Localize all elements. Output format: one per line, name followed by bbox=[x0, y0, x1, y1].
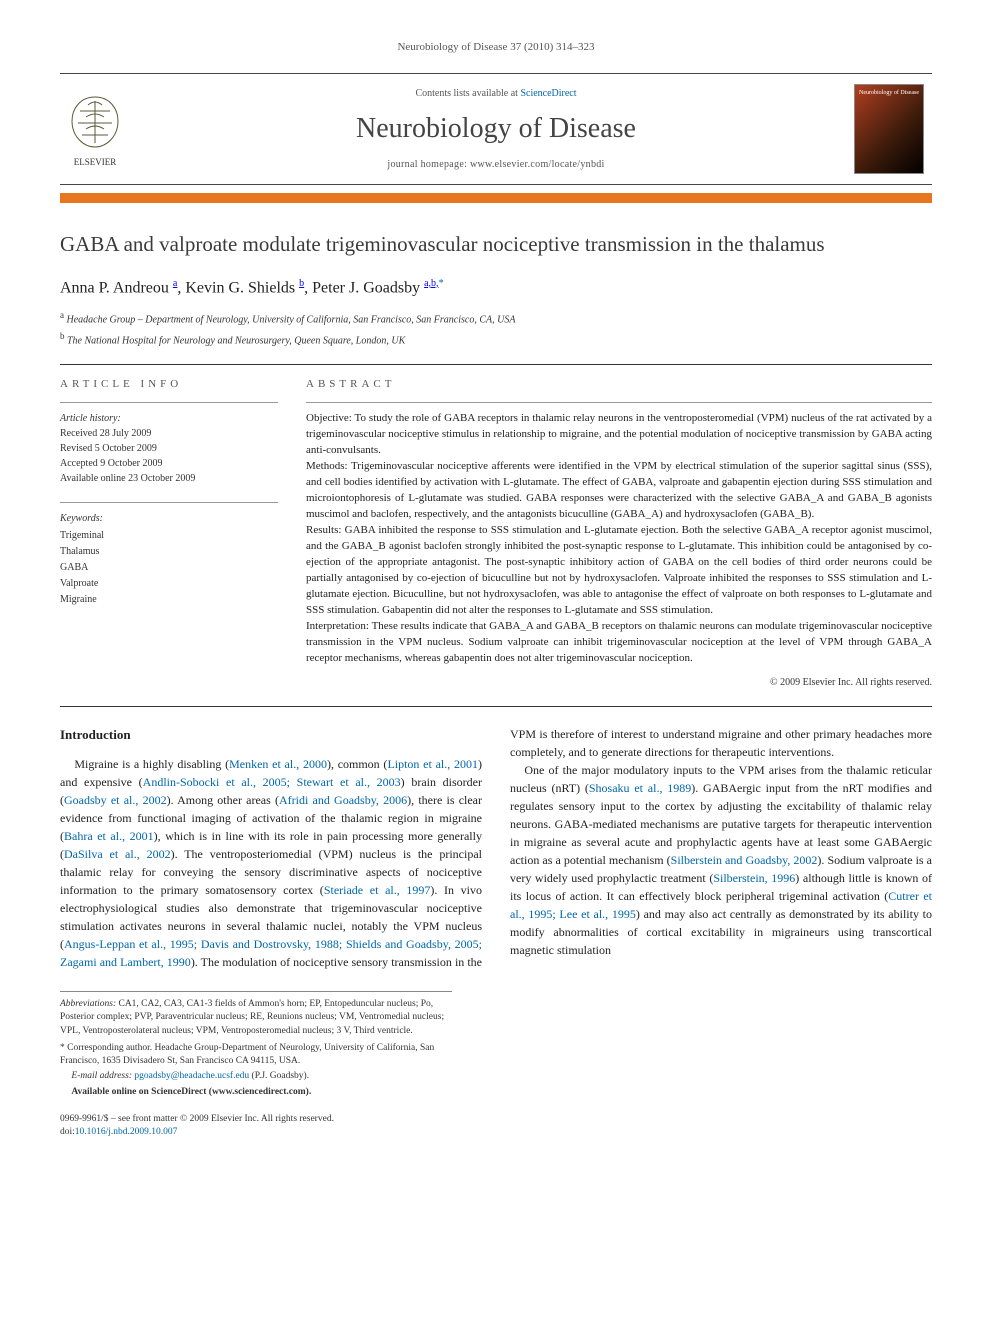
keyword: GABA bbox=[60, 560, 278, 576]
citation-link[interactable]: Shosaku et al., 1989 bbox=[589, 781, 691, 795]
corresponding-author-note: * Corresponding author. Headache Group-D… bbox=[60, 1042, 452, 1069]
email-note: E-mail address: pgoadsby@headache.ucsf.e… bbox=[60, 1070, 452, 1083]
affiliations: a Headache Group – Department of Neurolo… bbox=[60, 309, 932, 348]
info-divider-2 bbox=[60, 502, 278, 503]
footnotes: Abbreviations: CA1, CA2, CA3, CA1-3 fiel… bbox=[60, 991, 452, 1099]
citation-link[interactable]: Lipton et al., 2001 bbox=[387, 757, 478, 771]
keywords-block: Keywords: Trigeminal Thalamus GABA Valpr… bbox=[60, 511, 278, 608]
history-received: Received 28 July 2009 bbox=[60, 426, 278, 441]
affiliation-a: a Headache Group – Department of Neurolo… bbox=[60, 309, 932, 327]
info-divider bbox=[60, 402, 278, 403]
abstract-copyright: © 2009 Elsevier Inc. All rights reserved… bbox=[306, 676, 932, 690]
doi-link[interactable]: 10.1016/j.nbd.2009.10.007 bbox=[75, 1127, 178, 1137]
journal-name: Neurobiology of Disease bbox=[138, 109, 854, 148]
abbreviations-note: Abbreviations: CA1, CA2, CA3, CA1-3 fiel… bbox=[60, 998, 452, 1038]
keyword: Valproate bbox=[60, 576, 278, 592]
cover-thumb-title: Neurobiology of Disease bbox=[859, 89, 919, 97]
publisher-logo: ELSEVIER bbox=[60, 89, 138, 169]
journal-homepage: journal homepage: www.elsevier.com/locat… bbox=[138, 158, 854, 172]
history-online: Available online 23 October 2009 bbox=[60, 471, 278, 486]
citation-link[interactable]: Silberstein and Goadsby, 2002 bbox=[671, 853, 818, 867]
history-accepted: Accepted 9 October 2009 bbox=[60, 456, 278, 471]
email-link[interactable]: pgoadsby@headache.ucsf.edu bbox=[134, 1071, 249, 1081]
doi-line: doi:10.1016/j.nbd.2009.10.007 bbox=[60, 1126, 334, 1139]
citation-link[interactable]: Steriade et al., 1997 bbox=[324, 883, 431, 897]
citation-link[interactable]: Afridi and Goadsby, 2006 bbox=[279, 793, 407, 807]
body-divider bbox=[60, 706, 932, 707]
keyword: Thalamus bbox=[60, 544, 278, 560]
affil-link-ab[interactable]: a,b, bbox=[424, 278, 438, 289]
divider bbox=[60, 364, 932, 365]
history-revised: Revised 5 October 2009 bbox=[60, 441, 278, 456]
keyword: Migraine bbox=[60, 592, 278, 608]
body-text: Introduction Migraine is a highly disabl… bbox=[60, 725, 932, 971]
affil-link-b[interactable]: b bbox=[299, 278, 304, 289]
contents-line: Contents lists available at ScienceDirec… bbox=[138, 87, 854, 101]
citation-link[interactable]: Silberstein, 1996 bbox=[713, 871, 795, 885]
abstract-divider bbox=[306, 402, 932, 403]
citation-link[interactable]: Bahra et al., 2001 bbox=[64, 829, 154, 843]
availability-note: Available online on ScienceDirect (www.s… bbox=[60, 1086, 452, 1099]
citation-link[interactable]: DaSilva et al., 2002 bbox=[64, 847, 171, 861]
keyword: Trigeminal bbox=[60, 528, 278, 544]
affiliation-b: b The National Hospital for Neurology an… bbox=[60, 330, 932, 348]
article-history: Article history: Received 28 July 2009 R… bbox=[60, 411, 278, 486]
article-title: GABA and valproate modulate trigeminovas… bbox=[60, 231, 932, 258]
citation-link[interactable]: Andlin-Sobocki et al., 2005; Stewart et … bbox=[143, 775, 401, 789]
sciencedirect-link[interactable]: ScienceDirect bbox=[520, 88, 576, 99]
keywords-label: Keywords: bbox=[60, 511, 278, 527]
contents-prefix: Contents lists available at bbox=[415, 88, 520, 99]
abstract-interpretation: Interpretation: These results indicate t… bbox=[306, 619, 932, 667]
running-header: Neurobiology of Disease 37 (2010) 314–32… bbox=[60, 40, 932, 55]
journal-banner: ELSEVIER Contents lists available at Sci… bbox=[60, 73, 932, 185]
front-matter-line: 0969-9961/$ – see front matter © 2009 El… bbox=[60, 1113, 334, 1126]
page-footer: 0969-9961/$ – see front matter © 2009 El… bbox=[60, 1113, 932, 1140]
abstract-methods: Methods: Trigeminovascular nociceptive a… bbox=[306, 459, 932, 523]
author-list: Anna P. Andreou a, Kevin G. Shields b, P… bbox=[60, 277, 932, 300]
abstract-results: Results: GABA inhibited the response to … bbox=[306, 523, 932, 619]
publisher-name-text: ELSEVIER bbox=[74, 157, 117, 167]
abstract-heading: ABSTRACT bbox=[306, 377, 932, 392]
abstract-objective: Objective: To study the role of GABA rec… bbox=[306, 411, 932, 459]
history-label: Article history: bbox=[60, 411, 278, 426]
article-info-heading: ARTICLE INFO bbox=[60, 377, 278, 392]
abstract-column: ABSTRACT Objective: To study the role of… bbox=[306, 377, 932, 690]
citation-link[interactable]: Goadsby et al., 2002 bbox=[64, 793, 167, 807]
citation-link[interactable]: Menken et al., 2000 bbox=[229, 757, 327, 771]
section-heading-introduction: Introduction bbox=[60, 725, 482, 745]
journal-cover-thumb: Neurobiology of Disease bbox=[854, 84, 932, 174]
accent-bar bbox=[60, 193, 932, 203]
body-paragraph-2: One of the major modulatory inputs to th… bbox=[510, 761, 932, 959]
article-info-column: ARTICLE INFO Article history: Received 2… bbox=[60, 377, 278, 690]
affil-link-a[interactable]: a bbox=[173, 278, 177, 289]
